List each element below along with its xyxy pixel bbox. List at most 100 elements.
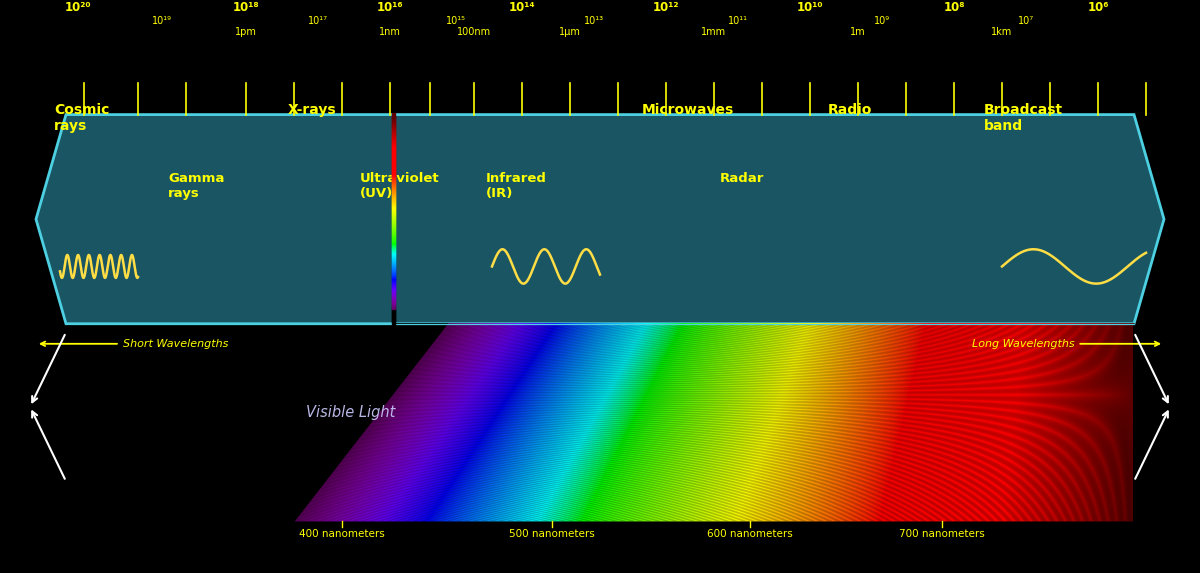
Polygon shape <box>689 324 772 521</box>
Polygon shape <box>419 324 551 521</box>
Polygon shape <box>608 324 706 521</box>
Polygon shape <box>348 324 493 521</box>
Polygon shape <box>265 324 425 521</box>
Polygon shape <box>545 324 654 521</box>
Polygon shape <box>796 324 858 521</box>
Polygon shape <box>860 324 911 521</box>
Polygon shape <box>419 324 550 521</box>
Polygon shape <box>630 324 724 521</box>
Polygon shape <box>641 324 732 521</box>
Polygon shape <box>319 324 468 521</box>
Polygon shape <box>328 324 476 521</box>
Polygon shape <box>848 324 901 521</box>
Polygon shape <box>497 324 614 521</box>
Polygon shape <box>980 324 1009 521</box>
Polygon shape <box>289 324 444 521</box>
Polygon shape <box>779 324 845 521</box>
Polygon shape <box>557 324 662 521</box>
Polygon shape <box>654 324 743 521</box>
Polygon shape <box>757 324 827 521</box>
Polygon shape <box>523 324 636 521</box>
Text: 1m: 1m <box>850 28 866 37</box>
Polygon shape <box>919 324 959 521</box>
Polygon shape <box>1058 324 1073 521</box>
Polygon shape <box>518 324 631 521</box>
Polygon shape <box>377 324 516 521</box>
Polygon shape <box>1001 324 1026 521</box>
Text: 1nm: 1nm <box>379 28 401 37</box>
Polygon shape <box>910 324 952 521</box>
Polygon shape <box>1097 324 1104 521</box>
Polygon shape <box>648 324 738 521</box>
Polygon shape <box>1108 324 1114 521</box>
Polygon shape <box>859 324 910 521</box>
Polygon shape <box>937 324 974 521</box>
Polygon shape <box>344 324 490 521</box>
Polygon shape <box>742 324 815 521</box>
Polygon shape <box>880 324 926 521</box>
Text: 10⁷: 10⁷ <box>1018 16 1034 26</box>
Polygon shape <box>619 324 714 521</box>
Polygon shape <box>481 324 602 521</box>
Polygon shape <box>491 324 610 521</box>
Polygon shape <box>620 324 715 521</box>
Polygon shape <box>688 324 770 521</box>
Polygon shape <box>299 324 452 521</box>
Polygon shape <box>650 324 739 521</box>
Polygon shape <box>773 324 840 521</box>
Polygon shape <box>318 324 468 521</box>
Polygon shape <box>625 324 719 521</box>
Polygon shape <box>319 324 469 521</box>
Polygon shape <box>786 324 851 521</box>
Polygon shape <box>1022 324 1043 521</box>
Polygon shape <box>800 324 862 521</box>
Polygon shape <box>617 324 712 521</box>
Polygon shape <box>835 324 890 521</box>
Polygon shape <box>240 324 404 521</box>
Polygon shape <box>760 324 828 521</box>
Polygon shape <box>457 324 582 521</box>
Polygon shape <box>329 324 476 521</box>
Polygon shape <box>595 324 695 521</box>
Polygon shape <box>772 324 839 521</box>
Polygon shape <box>1098 324 1105 521</box>
Polygon shape <box>1084 324 1094 521</box>
Polygon shape <box>554 324 661 521</box>
Polygon shape <box>839 324 893 521</box>
Polygon shape <box>1049 324 1066 521</box>
Polygon shape <box>961 324 994 521</box>
Polygon shape <box>958 324 990 521</box>
Polygon shape <box>895 324 940 521</box>
Text: 10¹⁸: 10¹⁸ <box>233 1 259 14</box>
Polygon shape <box>551 324 659 521</box>
Polygon shape <box>889 324 935 521</box>
Polygon shape <box>1121 324 1124 521</box>
Polygon shape <box>1086 324 1096 521</box>
Text: 10¹⁶: 10¹⁶ <box>377 1 403 14</box>
Polygon shape <box>972 324 1002 521</box>
Polygon shape <box>407 324 541 521</box>
Polygon shape <box>596 324 695 521</box>
Polygon shape <box>484 324 604 521</box>
Polygon shape <box>1062 324 1075 521</box>
Polygon shape <box>631 324 724 521</box>
Polygon shape <box>770 324 838 521</box>
Polygon shape <box>827 324 884 521</box>
Polygon shape <box>834 324 889 521</box>
Polygon shape <box>697 324 778 521</box>
Polygon shape <box>905 324 948 521</box>
Polygon shape <box>588 324 689 521</box>
Polygon shape <box>1043 324 1060 521</box>
Polygon shape <box>503 324 619 521</box>
Polygon shape <box>476 324 598 521</box>
Polygon shape <box>721 324 797 521</box>
Polygon shape <box>703 324 784 521</box>
Polygon shape <box>649 324 739 521</box>
Polygon shape <box>942 324 978 521</box>
Polygon shape <box>340 324 486 521</box>
Polygon shape <box>1038 324 1056 521</box>
Polygon shape <box>416 324 548 521</box>
Polygon shape <box>1069 324 1082 521</box>
Polygon shape <box>870 324 919 521</box>
Polygon shape <box>527 324 638 521</box>
